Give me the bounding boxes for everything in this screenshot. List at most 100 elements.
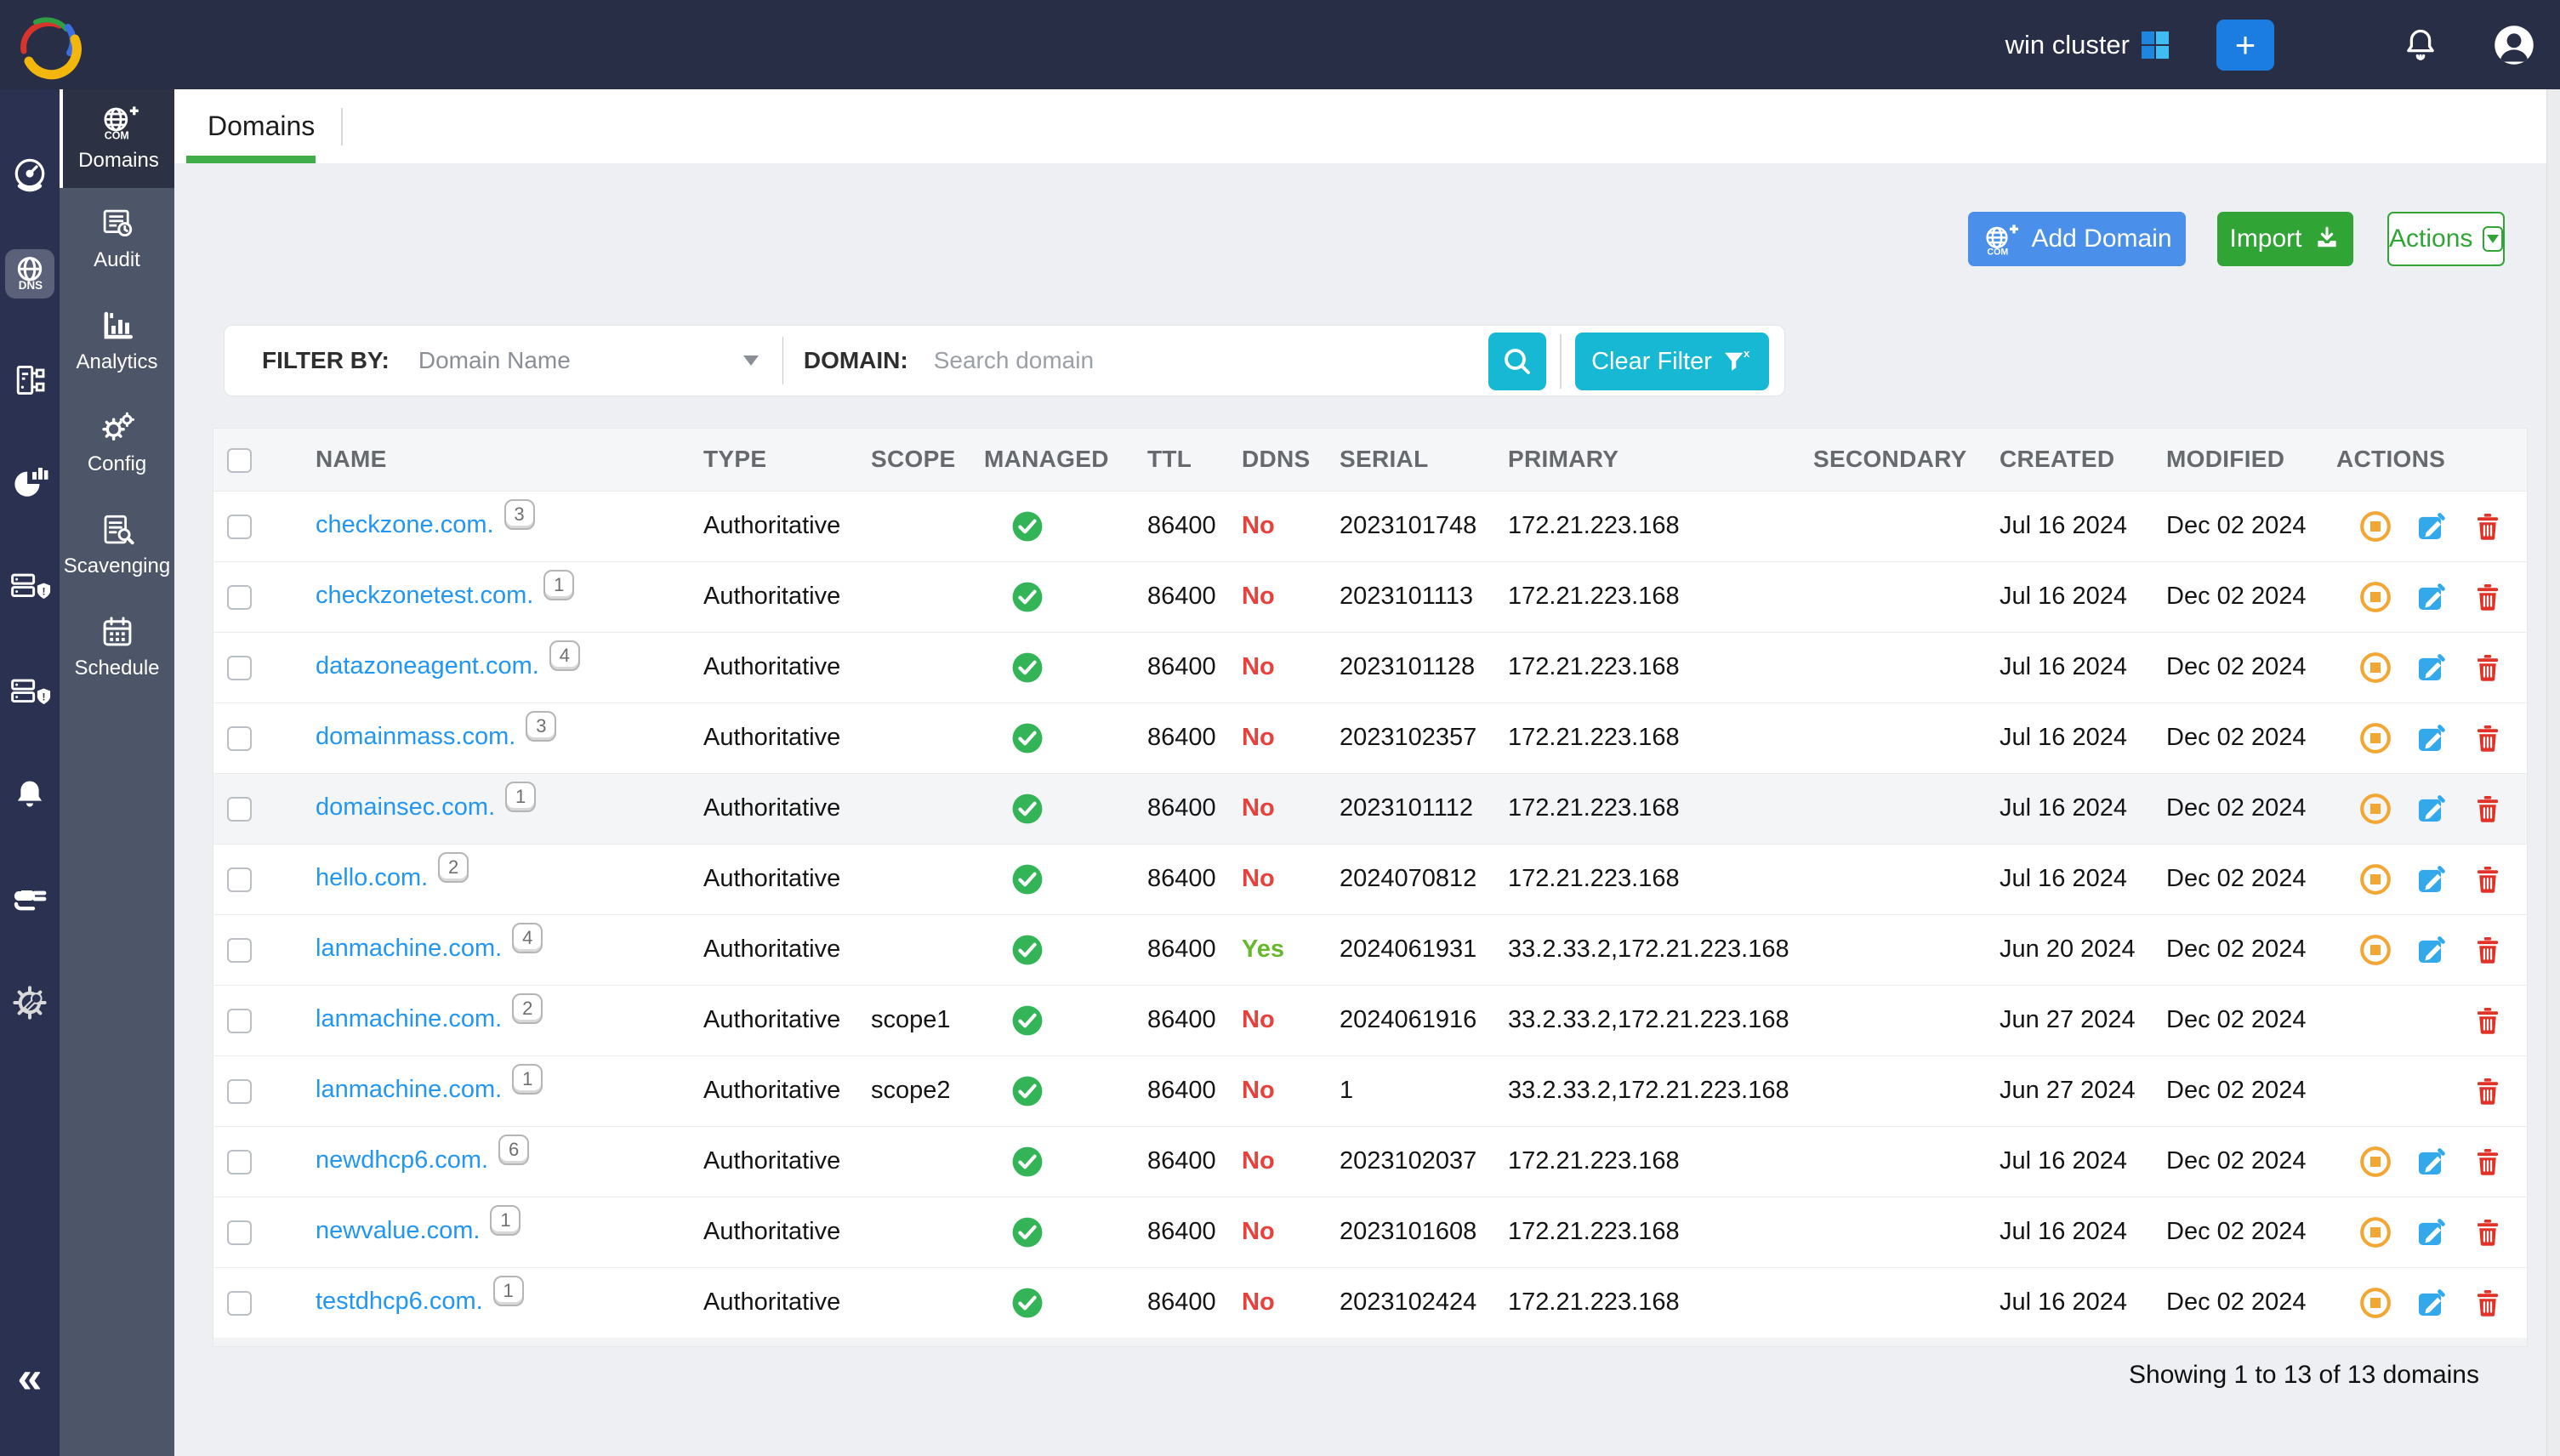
disable-domain-icon[interactable] <box>2358 1287 2392 1319</box>
domain-link[interactable]: checkzone.com. <box>316 511 494 538</box>
filter-by-dropdown[interactable]: Domain Name <box>418 347 759 374</box>
row-checkbox[interactable] <box>227 1220 252 1245</box>
row-checkbox[interactable] <box>227 1079 252 1104</box>
delete-domain-icon[interactable] <box>2471 1076 2505 1106</box>
row-checkbox[interactable] <box>227 1291 252 1316</box>
edit-domain-icon[interactable] <box>2415 863 2449 896</box>
actions-button[interactable]: Actions <box>2387 212 2505 266</box>
edit-domain-icon[interactable] <box>2415 651 2449 684</box>
page-scrollbar[interactable] <box>2546 89 2560 1456</box>
row-checkbox[interactable] <box>227 1150 252 1174</box>
row-checkbox[interactable] <box>227 726 252 751</box>
domain-link[interactable]: domainsec.com. <box>316 793 495 821</box>
domain-link[interactable]: testdhcp6.com. <box>316 1288 483 1315</box>
delete-domain-icon[interactable] <box>2471 864 2505 895</box>
domain-link[interactable]: lanmachine.com. <box>316 1076 502 1103</box>
user-avatar[interactable] <box>2492 23 2536 67</box>
table-row[interactable]: hello.com.2 Authoritative 86400 No 20240… <box>213 844 2527 914</box>
delete-domain-icon[interactable] <box>2471 1288 2505 1318</box>
disable-domain-icon[interactable] <box>2358 581 2392 613</box>
domain-link[interactable]: newdhcp6.com. <box>316 1146 488 1174</box>
dns-icon[interactable]: DNS <box>0 249 60 299</box>
row-checkbox[interactable] <box>227 1009 252 1033</box>
delete-domain-icon[interactable] <box>2471 511 2505 542</box>
column-header-name[interactable]: NAME <box>316 429 703 491</box>
delete-domain-icon[interactable] <box>2471 1217 2505 1248</box>
table-row[interactable]: lanmachine.com.4 Authoritative 86400 Yes… <box>213 914 2527 985</box>
notifications-bell-icon[interactable] <box>2402 26 2439 64</box>
delete-domain-icon[interactable] <box>2471 582 2505 612</box>
reports-pie-icon[interactable] <box>0 464 60 503</box>
domain-search-input[interactable] <box>934 347 1461 374</box>
search-button[interactable] <box>1488 333 1546 390</box>
column-header-serial[interactable]: SERIAL <box>1340 429 1508 491</box>
column-header-ddns[interactable]: DDNS <box>1242 429 1340 491</box>
sidebar-item-schedule[interactable]: Schedule <box>60 596 174 698</box>
table-row[interactable]: checkzone.com.3 Authoritative 86400 No 2… <box>213 491 2527 561</box>
edit-domain-icon[interactable] <box>2415 934 2449 966</box>
disable-domain-icon[interactable] <box>2358 651 2392 684</box>
domain-link[interactable]: checkzonetest.com. <box>316 582 533 609</box>
ipam-tree-icon[interactable] <box>0 361 60 399</box>
row-checkbox[interactable] <box>227 797 252 822</box>
delete-domain-icon[interactable] <box>2471 935 2505 965</box>
row-checkbox[interactable] <box>227 867 252 892</box>
sidebar-item-scavenging[interactable]: Scavenging <box>60 494 174 596</box>
domain-link[interactable]: lanmachine.com. <box>316 935 502 962</box>
domain-link[interactable]: lanmachine.com. <box>316 1005 502 1032</box>
column-header-primary[interactable]: PRIMARY <box>1508 429 1813 491</box>
edit-domain-icon[interactable] <box>2415 722 2449 754</box>
sidebar-item-analytics[interactable]: Analytics <box>60 290 174 392</box>
delete-domain-icon[interactable] <box>2471 723 2505 754</box>
sidebar-item-domains[interactable]: COM Domains <box>60 89 174 188</box>
table-row[interactable]: lanmachine.com.2 Authoritative scope1 86… <box>213 985 2527 1055</box>
column-header-scope[interactable]: SCOPE <box>871 429 984 491</box>
column-header-managed[interactable]: MANAGED <box>984 429 1147 491</box>
import-button[interactable]: Import <box>2217 212 2353 266</box>
cluster-name[interactable]: win cluster <box>2005 30 2130 60</box>
server-security-icon-2[interactable]: ! <box>0 673 60 712</box>
domain-link[interactable]: hello.com. <box>316 864 428 891</box>
column-header-ttl[interactable]: TTL <box>1147 429 1242 491</box>
table-row[interactable]: newvalue.com.1 Authoritative 86400 No 20… <box>213 1197 2527 1267</box>
dashboard-icon[interactable] <box>0 156 60 195</box>
column-header-type[interactable]: TYPE <box>703 429 871 491</box>
row-checkbox[interactable] <box>227 938 252 963</box>
disable-domain-icon[interactable] <box>2358 793 2392 825</box>
add-button[interactable]: + <box>2216 20 2274 71</box>
domain-link[interactable]: domainmass.com. <box>316 723 515 750</box>
alerts-bell-icon[interactable] <box>0 776 60 814</box>
edit-domain-icon[interactable] <box>2415 581 2449 613</box>
disable-domain-icon[interactable] <box>2358 510 2392 543</box>
edit-domain-icon[interactable] <box>2415 510 2449 543</box>
select-all-checkbox[interactable] <box>227 448 252 473</box>
edit-domain-icon[interactable] <box>2415 793 2449 825</box>
add-domain-button[interactable]: COM Add Domain <box>1968 212 2186 266</box>
tab-domains[interactable]: Domains <box>196 89 327 163</box>
disable-domain-icon[interactable] <box>2358 934 2392 966</box>
table-row[interactable]: testdhcp6.com.1 Authoritative 86400 No 2… <box>213 1267 2527 1338</box>
row-checkbox[interactable] <box>227 585 252 610</box>
domain-link[interactable]: datazoneagent.com. <box>316 652 539 680</box>
delete-domain-icon[interactable] <box>2471 1146 2505 1177</box>
column-header-modified[interactable]: MODIFIED <box>2166 429 2336 491</box>
clear-filter-button[interactable]: Clear Filter x <box>1575 333 1769 390</box>
collapse-sidebar-button[interactable]: « <box>0 1361 60 1395</box>
table-row[interactable]: checkzonetest.com.1 Authoritative 86400 … <box>213 561 2527 632</box>
row-checkbox[interactable] <box>227 515 252 539</box>
domain-link[interactable]: newvalue.com. <box>316 1217 480 1244</box>
delete-domain-icon[interactable] <box>2471 652 2505 683</box>
table-row[interactable]: datazoneagent.com.4 Authoritative 86400 … <box>213 632 2527 702</box>
edit-domain-icon[interactable] <box>2415 1216 2449 1248</box>
edit-domain-icon[interactable] <box>2415 1146 2449 1178</box>
table-row[interactable]: domainsec.com.1 Authoritative 86400 No 2… <box>213 773 2527 844</box>
disable-domain-icon[interactable] <box>2358 722 2392 754</box>
table-row[interactable]: domainmass.com.3 Authoritative 86400 No … <box>213 702 2527 773</box>
row-checkbox[interactable] <box>227 656 252 680</box>
sidebar-item-config[interactable]: Config <box>60 392 174 494</box>
table-row[interactable]: lanmachine.com.1 Authoritative scope2 86… <box>213 1055 2527 1126</box>
disable-domain-icon[interactable] <box>2358 1216 2392 1248</box>
disable-domain-icon[interactable] <box>2358 1146 2392 1178</box>
column-header-secondary[interactable]: SECONDARY <box>1813 429 2000 491</box>
edit-domain-icon[interactable] <box>2415 1287 2449 1319</box>
